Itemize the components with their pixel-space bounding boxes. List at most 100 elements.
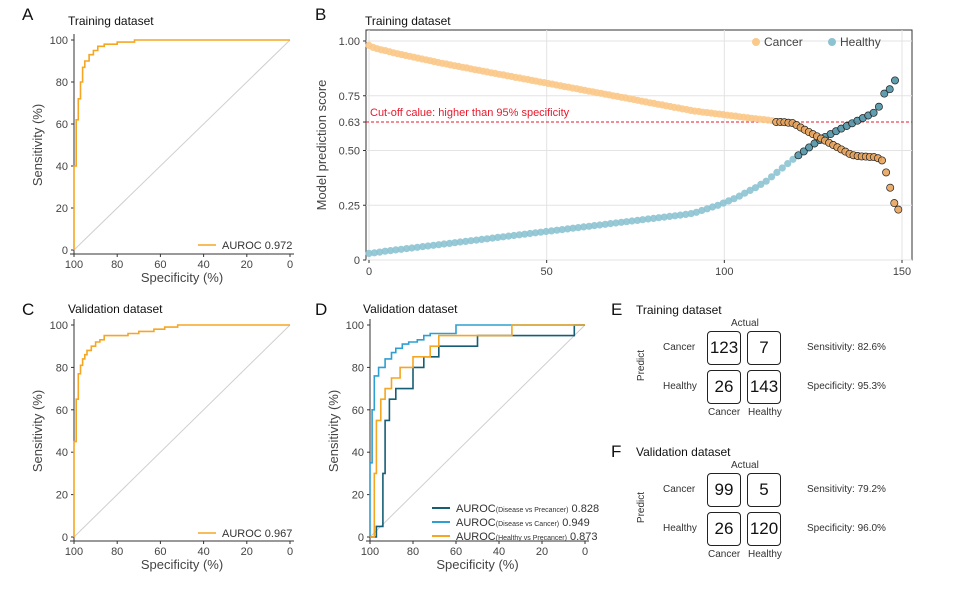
healthy-point bbox=[784, 160, 792, 168]
x-tick-label: 80 bbox=[407, 546, 419, 558]
healthy-point bbox=[757, 180, 765, 188]
healthy-point bbox=[725, 197, 733, 205]
healthy-point bbox=[606, 220, 615, 228]
healthy-point bbox=[440, 240, 448, 248]
x-tick-label: 40 bbox=[197, 259, 209, 271]
specificity-text: Specificity: 95.3% bbox=[807, 381, 886, 392]
healthy-point bbox=[628, 217, 636, 225]
panel-e-label: E bbox=[611, 300, 623, 319]
healthy-point bbox=[649, 214, 658, 222]
healthy-point bbox=[392, 246, 400, 254]
healthy-point bbox=[639, 216, 647, 224]
cell-tp: 99 bbox=[707, 473, 741, 507]
x-tick-label: 40 bbox=[197, 546, 209, 558]
roc-curve-2 bbox=[370, 324, 585, 538]
healthy-point bbox=[666, 212, 674, 220]
roc-curve-0 bbox=[73, 324, 290, 537]
healthy-point bbox=[521, 230, 529, 238]
y-tick-label: 0 bbox=[62, 245, 68, 257]
healthy-point bbox=[596, 221, 604, 229]
x-tick-label: 100 bbox=[361, 546, 379, 558]
panel-a-title: Training dataset bbox=[68, 14, 154, 28]
healthy-point bbox=[676, 211, 684, 219]
cell-fn: 26 bbox=[707, 370, 741, 404]
cell-fn: 26 bbox=[707, 512, 741, 546]
cell-fp: 5 bbox=[747, 473, 781, 507]
y-tick-label: 20 bbox=[56, 203, 68, 215]
roc-curve-1 bbox=[369, 324, 585, 537]
healthy-point bbox=[467, 237, 475, 245]
x-tick-label: 100 bbox=[65, 546, 83, 558]
y-tick-label: 60 bbox=[56, 405, 68, 417]
healthy-point bbox=[413, 243, 421, 251]
legend-label-1: AUROC(Disease vs Cancer) 0.949 bbox=[456, 517, 590, 529]
healthy-point bbox=[408, 244, 416, 252]
cell-tn: 120 bbox=[747, 512, 781, 546]
legend-cancer-label: Cancer bbox=[764, 35, 803, 49]
healthy-point bbox=[778, 164, 786, 172]
healthy-point bbox=[386, 247, 395, 255]
legend-healthy-swatch bbox=[828, 38, 836, 46]
y-tick-label: 0 bbox=[62, 532, 68, 544]
healthy-point bbox=[794, 151, 803, 160]
predict-label: Predict bbox=[636, 349, 648, 382]
x-tick-label: 40 bbox=[493, 546, 505, 558]
y-axis-label: Model prediction score bbox=[314, 80, 329, 211]
cell-tp: 123 bbox=[707, 331, 741, 365]
predict-label: Predict bbox=[636, 491, 648, 524]
healthy-point bbox=[580, 223, 588, 231]
healthy-point bbox=[564, 225, 572, 233]
panel-a-roc-training: A Training dataset 0 20 40 60 80 100 100 80 60 40… bbox=[22, 5, 294, 285]
specificity-text: Specificity: 96.0% bbox=[807, 523, 886, 534]
healthy-point bbox=[612, 219, 620, 227]
healthy-point bbox=[585, 222, 593, 230]
x-tick-label: 50 bbox=[541, 266, 553, 278]
healthy-point bbox=[671, 212, 679, 220]
y-tick-label: 0.50 bbox=[339, 146, 360, 158]
roc-curve-0 bbox=[370, 324, 585, 538]
diagonal-reference bbox=[369, 324, 586, 538]
healthy-point bbox=[553, 226, 561, 234]
x-tick-label: 100 bbox=[715, 266, 733, 278]
panel-d-roc-subgroups: D Validation dataset 0 20 40 60 80 100 100 80 60… bbox=[315, 300, 599, 572]
healthy-point bbox=[874, 102, 883, 111]
cancer-point bbox=[886, 183, 895, 192]
healthy-point bbox=[494, 233, 502, 241]
healthy-point bbox=[730, 195, 738, 203]
row-label-cancer: Cancer bbox=[663, 342, 696, 353]
healthy-point bbox=[435, 241, 443, 249]
y-tick-label: 0.25 bbox=[339, 200, 360, 212]
healthy-point bbox=[746, 186, 754, 194]
healthy-point bbox=[510, 231, 518, 240]
healthy-point bbox=[397, 245, 405, 253]
healthy-point bbox=[531, 229, 540, 237]
healthy-point bbox=[735, 192, 744, 200]
healthy-point bbox=[789, 155, 797, 163]
x-axis-label: Specificity (%) bbox=[141, 557, 223, 572]
healthy-point bbox=[499, 233, 507, 241]
healthy-point bbox=[773, 168, 781, 176]
healthy-point bbox=[542, 227, 550, 236]
healthy-point bbox=[483, 235, 491, 243]
healthy-point bbox=[558, 226, 566, 234]
y-tick-label: 60 bbox=[56, 119, 68, 131]
row-label-healthy: Healthy bbox=[663, 381, 697, 392]
y-tick-label: 100 bbox=[346, 320, 364, 332]
panel-c-roc-validation: C Validation dataset 0 20 40 60 80 100 100 80 60… bbox=[22, 300, 294, 572]
healthy-point bbox=[365, 249, 373, 257]
healthy-point bbox=[370, 249, 378, 257]
y-tick-label: 40 bbox=[352, 447, 364, 459]
healthy-point bbox=[429, 241, 437, 249]
panel-b-label: B bbox=[315, 5, 326, 24]
cutoff-label: Cut-off calue: higher than 95% specifici… bbox=[370, 107, 570, 119]
x-tick-label: 20 bbox=[241, 259, 253, 271]
healthy-point bbox=[799, 147, 808, 156]
panel-d-label: D bbox=[315, 300, 327, 319]
healthy-point bbox=[660, 213, 668, 221]
x-tick-label: 60 bbox=[450, 546, 462, 558]
col-label-healthy: Healthy bbox=[748, 407, 782, 418]
actual-label: Actual bbox=[731, 460, 759, 471]
legend-label-0: AUROC(Disease vs Precancer) 0.828 bbox=[456, 503, 599, 515]
healthy-point bbox=[805, 143, 814, 152]
